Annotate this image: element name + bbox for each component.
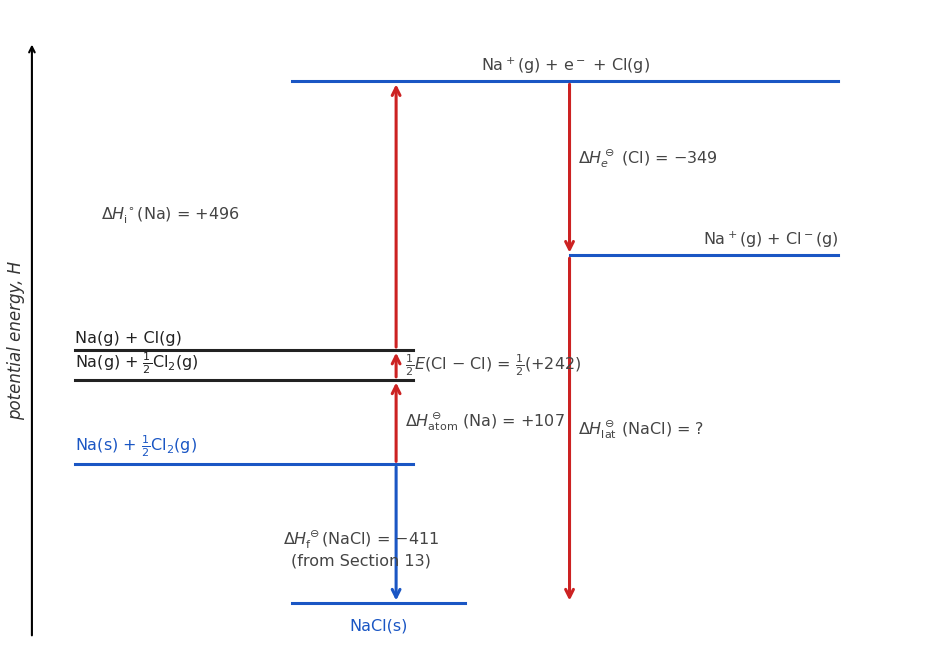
- Text: Na$^+$(g) + Cl$^-$(g): Na$^+$(g) + Cl$^-$(g): [703, 230, 839, 251]
- Text: $\Delta H^\ominus_\mathrm{f}$(NaCl) = $-$411
(from Section 13): $\Delta H^\ominus_\mathrm{f}$(NaCl) = $-…: [283, 529, 440, 569]
- Text: Na(s) + $\frac{1}{2}$Cl$_2$(g): Na(s) + $\frac{1}{2}$Cl$_2$(g): [75, 434, 198, 459]
- Text: potential energy, H: potential energy, H: [7, 261, 25, 420]
- Text: $\Delta H^\ominus_e$ (Cl) = $-$349: $\Delta H^\ominus_e$ (Cl) = $-$349: [578, 147, 718, 170]
- Text: $\Delta H^\ominus_\mathrm{atom}$ (Na) = +107: $\Delta H^\ominus_\mathrm{atom}$ (Na) = …: [404, 411, 565, 434]
- Text: $\Delta H^\circ_\mathrm{i}$(Na) = +496: $\Delta H^\circ_\mathrm{i}$(Na) = +496: [102, 205, 240, 226]
- Text: $\Delta H^\ominus_\mathrm{lat}$ (NaCl) = ?: $\Delta H^\ominus_\mathrm{lat}$ (NaCl) =…: [578, 418, 705, 441]
- Text: Na(g) + Cl(g): Na(g) + Cl(g): [75, 331, 182, 346]
- Text: Na$^+$(g) + e$^-$ + Cl(g): Na$^+$(g) + e$^-$ + Cl(g): [481, 55, 650, 75]
- Text: NaCl(s): NaCl(s): [350, 618, 408, 633]
- Text: Na(g) + $\frac{1}{2}$Cl$_2$(g): Na(g) + $\frac{1}{2}$Cl$_2$(g): [75, 350, 199, 376]
- Text: $\frac{1}{2}$$E$(Cl $-$ Cl) = $\frac{1}{2}$(+242): $\frac{1}{2}$$E$(Cl $-$ Cl) = $\frac{1}{…: [404, 352, 581, 378]
